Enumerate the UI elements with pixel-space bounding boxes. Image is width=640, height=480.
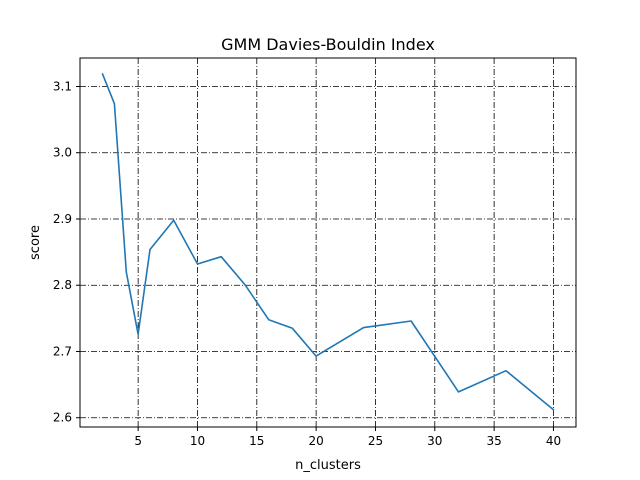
x-tick-label: 30 [427,434,442,448]
series-line [101,73,555,411]
x-tick-label: 15 [249,434,264,448]
y-axis-label: score [28,225,43,260]
x-tick-label: 20 [308,434,323,448]
tick-layer: 5 10 15 20 25 30 35 40 2.6 2.7 2.8 2.9 3.0 3.1 [53,79,561,448]
grid-layer [80,58,576,427]
x-tick-label: 10 [190,434,205,448]
chart-title: GMM Davies-Bouldin Index [221,35,435,54]
series-layer [101,73,555,411]
y-tick-label: 3.1 [53,79,72,93]
x-tick-label: 40 [546,434,561,448]
y-tick-label: 2.7 [53,344,72,358]
y-tick-label: 2.9 [53,212,72,226]
y-tick-label: 2.8 [53,278,72,292]
x-tick-label: 25 [368,434,383,448]
y-tick-label: 2.6 [53,411,72,425]
x-axis-label: n_clusters [295,458,361,473]
plot-frame [79,57,577,428]
x-tick-label: 35 [486,434,501,448]
x-tick-label: 5 [134,434,142,448]
y-tick-label: 3.0 [53,146,72,160]
